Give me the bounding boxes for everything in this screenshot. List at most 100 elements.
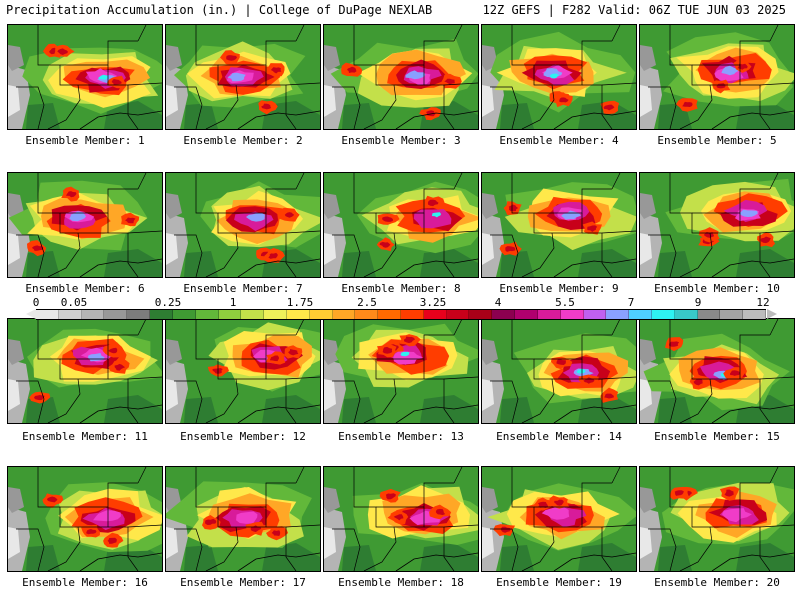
ensemble-member-label: Ensemble Member: 13 [338,430,464,443]
colorbar-swatch [743,310,766,319]
colorbar-tick-label: 1.75 [286,296,314,309]
ensemble-member-label: Ensemble Member: 14 [496,430,622,443]
precip-map [8,25,162,129]
colorbar-tick-label: 3.25 [419,296,447,309]
colorbar-tick-label: 0.05 [60,296,88,309]
ensemble-member-label: Ensemble Member: 10 [654,282,780,295]
precip-map [640,319,794,423]
ensemble-member-label: Ensemble Member: 19 [496,576,622,589]
colorbar-swatch [560,310,584,319]
ensemble-map-panel [7,318,163,424]
ensemble-member-label: Ensemble Member: 4 [499,134,619,147]
ensemble-member-label: Ensemble Member: 12 [180,430,306,443]
colorbar [36,309,766,320]
precip-map [8,319,162,423]
ensemble-map-panel [165,318,321,424]
precip-map [324,319,478,423]
colorbar-swatch [286,310,310,319]
precip-map [640,467,794,571]
colorbar-swatch [195,310,219,319]
ensemble-map-panel [323,172,479,278]
colorbar-swatch [515,310,538,319]
colorbar-swatch [332,310,356,319]
ensemble-member-label: Ensemble Member: 15 [654,430,780,443]
ensemble-member-label: Ensemble Member: 18 [338,576,464,589]
colorbar-tick-label: 4 [494,296,502,309]
colorbar-swatch [423,310,447,319]
colorbar-swatch [697,310,721,319]
colorbar-tick-label: 1 [229,296,237,309]
ensemble-map-panel [481,24,637,130]
colorbar-swatch [469,310,493,319]
precip-map [482,319,636,423]
ensemble-map-panel [639,172,795,278]
precip-map [324,467,478,571]
colorbar-swatch [36,310,59,319]
colorbar-low-arrow [26,309,36,319]
colorbar-tick-label: 7 [627,296,635,309]
colorbar-swatch [378,310,401,319]
colorbar-swatch [218,310,242,319]
ensemble-member-label: Ensemble Member: 17 [180,576,306,589]
precip-map [8,467,162,571]
ensemble-member-label: Ensemble Member: 7 [183,282,303,295]
colorbar-swatch [81,310,105,319]
colorbar-swatch [58,310,82,319]
colorbar-swatch [241,310,265,319]
colorbar-tick-label: 2.5 [357,296,377,309]
ensemble-member-label: Ensemble Member: 20 [654,576,780,589]
colorbar-tick-label: 0 [32,296,40,309]
precip-map [482,467,636,571]
ensemble-map-panel [7,24,163,130]
page-title: Precipitation Accumulation (in.) | Colle… [6,3,433,17]
colorbar-tick-label: 5.5 [555,296,575,309]
precip-map [166,467,320,571]
ensemble-map-panel [323,318,479,424]
precip-map [166,25,320,129]
colorbar-swatch [446,310,470,319]
colorbar-swatch [150,310,173,319]
colorbar-swatch [172,310,196,319]
precip-map [166,173,320,277]
precip-map [166,319,320,423]
precip-map [8,173,162,277]
colorbar-tick-label: 9 [694,296,702,309]
colorbar-swatch [651,310,675,319]
ensemble-map-panel [165,24,321,130]
ensemble-map-panel [165,466,321,572]
ensemble-map-panel [165,172,321,278]
colorbar-swatch [720,310,744,319]
ensemble-member-label: Ensemble Member: 9 [499,282,619,295]
precip-map [324,173,478,277]
ensemble-map-panel [323,24,479,130]
colorbar-swatch [583,310,607,319]
ensemble-map-panel [639,466,795,572]
ensemble-member-label: Ensemble Member: 5 [657,134,777,147]
precip-map [482,25,636,129]
precip-map [482,173,636,277]
ensemble-member-label: Ensemble Member: 16 [22,576,148,589]
ensemble-map-panel [323,466,479,572]
colorbar-swatch [309,310,333,319]
colorbar-swatch [629,310,652,319]
ensemble-member-label: Ensemble Member: 11 [22,430,148,443]
ensemble-map-panel [481,318,637,424]
colorbar-swatch [537,310,561,319]
colorbar-swatch [355,310,379,319]
colorbar-swatch [104,310,128,319]
colorbar-high-arrow [767,309,777,319]
colorbar-tick-label: 0.25 [154,296,182,309]
ensemble-map-panel [639,318,795,424]
ensemble-map-panel [481,466,637,572]
ensemble-member-label: Ensemble Member: 8 [341,282,461,295]
precip-map [640,173,794,277]
colorbar-swatch [127,310,151,319]
ensemble-member-label: Ensemble Member: 1 [25,134,145,147]
colorbar-swatch [492,310,516,319]
model-run-info: 12Z GEFS | F282 Valid: 06Z TUE JUN 03 20… [482,3,786,17]
ensemble-map-panel [481,172,637,278]
ensemble-map-panel [7,466,163,572]
ensemble-member-label: Ensemble Member: 3 [341,134,461,147]
ensemble-member-label: Ensemble Member: 2 [183,134,303,147]
ensemble-map-panel [639,24,795,130]
